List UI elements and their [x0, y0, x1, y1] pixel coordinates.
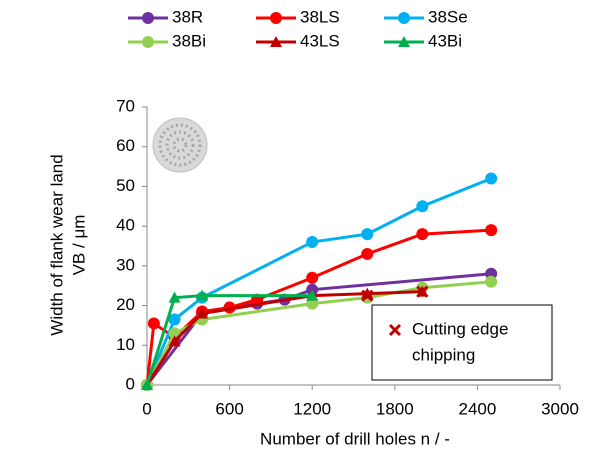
- data-point: [306, 289, 319, 301]
- chip-marker: [361, 289, 374, 302]
- legend-marker: [398, 36, 410, 47]
- legend-marker: [270, 36, 282, 47]
- legend-label: 43Bi: [428, 31, 462, 50]
- data-point: [485, 224, 498, 237]
- y-tick-label: 10: [116, 335, 135, 354]
- legend-label: 38Se: [428, 7, 468, 26]
- legend-marker: [398, 12, 410, 24]
- y-tick-label: 30: [116, 255, 135, 274]
- data-point: [361, 247, 374, 260]
- y-tick-label: 0: [126, 374, 135, 393]
- y-tick-label: 50: [116, 176, 135, 195]
- data-point: [196, 289, 209, 301]
- y-tick-label: 40: [116, 216, 135, 235]
- chip-marker: [416, 285, 429, 298]
- x-tick-label: 1800: [376, 399, 414, 418]
- legend-marker: [142, 36, 154, 48]
- x-tick-label: 1200: [293, 399, 331, 418]
- data-point: [361, 228, 374, 241]
- data-point: [361, 287, 374, 299]
- legend-label: 43LS: [300, 31, 340, 50]
- series-line: [145, 290, 423, 386]
- data-point: [196, 307, 209, 319]
- data-point: [416, 200, 429, 213]
- data-point: [168, 313, 181, 326]
- legend-marker: [142, 12, 154, 24]
- legend-label: 38Bi: [172, 31, 206, 50]
- x-axis-title: Number of drill holes n / -: [260, 429, 450, 448]
- y-tick-label: 70: [116, 96, 135, 115]
- data-point: [485, 275, 498, 288]
- data-point: [168, 291, 181, 303]
- x-tick-label: 0: [142, 399, 151, 418]
- legend-label: 38R: [172, 7, 203, 26]
- data-point: [147, 317, 160, 330]
- x-tick-label: 2400: [458, 399, 496, 418]
- chip-marker: [388, 323, 402, 337]
- data-point: [306, 271, 319, 284]
- y-axis-title: Width of flank wear land: [47, 154, 66, 335]
- legend-label: 38LS: [300, 7, 340, 26]
- series-line: [145, 294, 313, 386]
- y-axis-title: VB / μm: [69, 215, 88, 276]
- annotation-text: Cutting edge: [412, 319, 508, 338]
- data-point: [141, 379, 153, 390]
- x-tick-label: 600: [215, 399, 243, 418]
- data-point: [485, 172, 498, 185]
- y-tick-label: 20: [116, 295, 135, 314]
- data-point: [306, 236, 319, 249]
- sample-icon: [152, 117, 208, 173]
- x-tick-label: 3000: [541, 399, 579, 418]
- annotation-box: [371, 304, 553, 381]
- annotation-text: chipping: [412, 345, 475, 364]
- legend-marker: [270, 12, 282, 24]
- data-point: [416, 228, 429, 241]
- y-tick-label: 60: [116, 136, 135, 155]
- data-point: [168, 335, 181, 347]
